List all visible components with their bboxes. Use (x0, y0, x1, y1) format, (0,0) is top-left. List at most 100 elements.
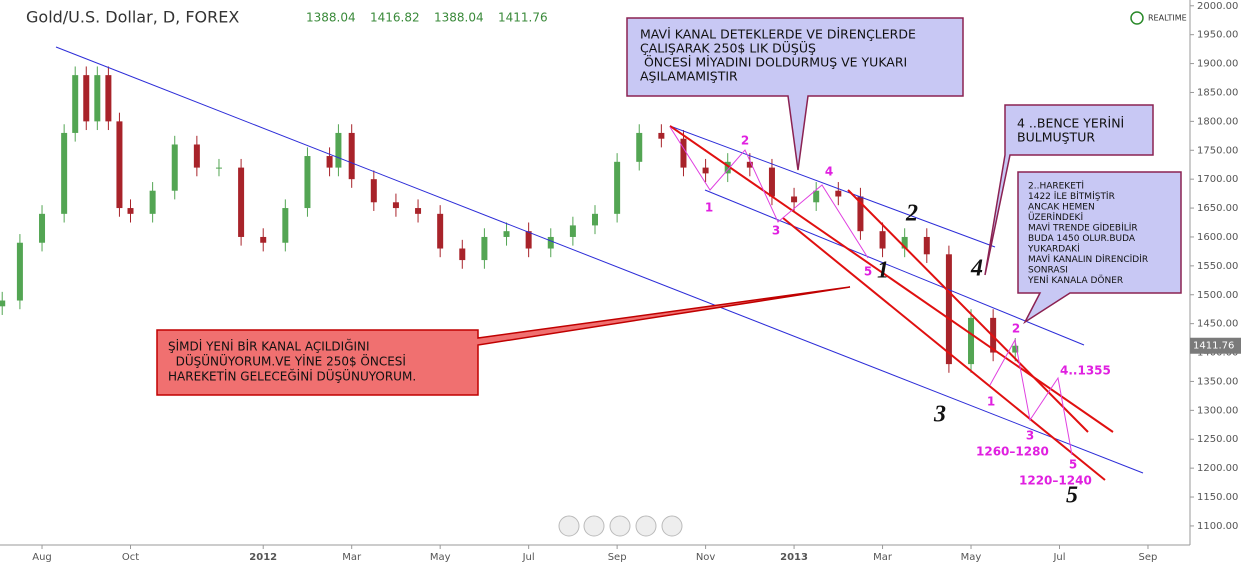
wave-label: 1 (987, 395, 995, 409)
trend-line (847, 189, 1089, 433)
x-tick-label: 2013 (780, 552, 808, 563)
trend-lines (55, 46, 1144, 481)
y-tick-label: 1300.00 (1197, 405, 1238, 416)
trend-line (704, 189, 1085, 346)
candle-body (16, 242, 23, 301)
callout-text: MAVİ KANAL DETEKLERDE VE DİRENÇLERDE (640, 27, 916, 42)
callout-text: AŞILAMAMIŞTIR (640, 69, 738, 84)
callout-text: ÜZERİNDEKİ (1028, 212, 1083, 223)
trend-line (669, 125, 996, 248)
wave-label: 2 (741, 134, 749, 148)
candle-body (0, 300, 6, 307)
y-tick-label: 1950.00 (1197, 30, 1238, 41)
callout-text: BUDA 1450 OLUR.BUDA (1028, 234, 1136, 244)
candle-body (857, 196, 864, 232)
realtime-icon (1130, 11, 1144, 25)
callout-text: SONRASI (1028, 266, 1068, 276)
scroll-right[interactable] (661, 515, 683, 537)
trend-line (669, 125, 1114, 433)
y-tick-label: 1600.00 (1197, 232, 1238, 243)
candle-body (945, 254, 952, 365)
wave-label: 4 (825, 165, 833, 179)
header: Gold/U.S. Dollar, D, FOREX REALTIME 1388… (26, 8, 1187, 27)
wave-label: 3 (772, 224, 780, 238)
wave-label: 5 (1069, 458, 1077, 472)
callout-text: YENİ KANALA DÖNER (1027, 275, 1123, 286)
candle-body (1012, 345, 1019, 353)
candles (0, 66, 1019, 373)
candle-body (127, 208, 134, 214)
callouts: MAVİ KANAL DETEKLERDE VE DİRENÇLERDEÇALI… (156, 17, 1182, 396)
wave-label: 5 (864, 265, 872, 279)
candle-body (636, 132, 643, 162)
x-tick-label: 2012 (249, 552, 277, 563)
candle-body (348, 132, 355, 180)
candle-body (569, 225, 576, 237)
ohlc-value: 1411.76 (498, 11, 548, 25)
candle-body (61, 132, 68, 214)
candle-body (193, 144, 200, 168)
candle-body (481, 236, 488, 261)
x-tick-label: May (961, 552, 982, 563)
x-tick-label: Oct (122, 552, 139, 563)
candle-body (968, 317, 975, 365)
candle-body (149, 190, 156, 214)
y-tick-label: 1650.00 (1197, 203, 1238, 214)
candle-body (923, 236, 930, 255)
candle-body (459, 248, 466, 261)
candle-body (680, 138, 687, 168)
callout-box (626, 17, 964, 171)
candle-body (105, 75, 112, 122)
callout-text: ÖNCESİ MİYADINI DOLDURMUŞ VE YUKARI (640, 54, 907, 70)
candle-body (83, 75, 90, 122)
candle-body (326, 156, 333, 168)
candle-body (116, 121, 123, 209)
wave-label: 3 (1026, 429, 1034, 443)
candle-body (592, 213, 598, 226)
candle-body (901, 236, 908, 249)
x-tick-label: Jul (1052, 552, 1065, 563)
callout-text: HAREKETİN GELECEĞİNİ DÜŞÜNUYORUM. (168, 368, 416, 384)
zoom-controls (558, 515, 683, 537)
candle-body (525, 231, 532, 249)
ohlc-value: 1388.04 (306, 11, 356, 25)
candle-body (437, 213, 444, 249)
callout-box (1017, 171, 1182, 325)
wave-label: 2 (1012, 322, 1020, 336)
callout-text: MAVİ KANALIN DİRENCİDİR (1028, 254, 1148, 265)
y-tick-label: 1700.00 (1197, 174, 1238, 185)
wave-label: 4..1355 (1060, 364, 1111, 378)
x-tick-label: Aug (32, 552, 52, 563)
callout-text: YUKARDAKİ (1027, 244, 1080, 255)
wave-label: 2 (905, 201, 918, 227)
candle-body (658, 132, 665, 139)
candle-body (813, 190, 820, 203)
scroll-left[interactable] (558, 515, 580, 537)
x-tick-label: May (430, 552, 451, 563)
zoom-in[interactable] (635, 515, 657, 537)
x-tick-label: Sep (608, 552, 627, 563)
callout-text: ANCAK HEMEN (1028, 203, 1095, 213)
candle-body (746, 161, 753, 168)
y-tick-label: 1800.00 (1197, 116, 1238, 127)
y-tick-label: 1900.00 (1197, 59, 1238, 70)
candle-body (72, 75, 79, 133)
wave-label: 1260–1280 (976, 445, 1049, 459)
reset[interactable] (609, 515, 631, 537)
realtime-label: REALTIME (1148, 14, 1187, 23)
last-price-label: 1411.76 (1193, 341, 1234, 352)
candle-body (370, 179, 377, 203)
candle-body (879, 231, 886, 249)
candle-body (724, 161, 731, 174)
wave-label: 1 (705, 201, 713, 215)
ohlc-value: 1388.04 (434, 11, 484, 25)
candle-body (614, 161, 621, 214)
callout-text: MAVİ TRENDE GİDEBİLİR (1028, 223, 1138, 234)
candle-body (702, 167, 709, 174)
y-tick-label: 1250.00 (1197, 434, 1238, 445)
zoom-out[interactable] (583, 515, 605, 537)
y-tick-label: 1200.00 (1197, 463, 1238, 474)
wave-label: 1 (877, 258, 889, 284)
callout-text: 4 ..BENCE YERİNİ (1017, 116, 1124, 131)
